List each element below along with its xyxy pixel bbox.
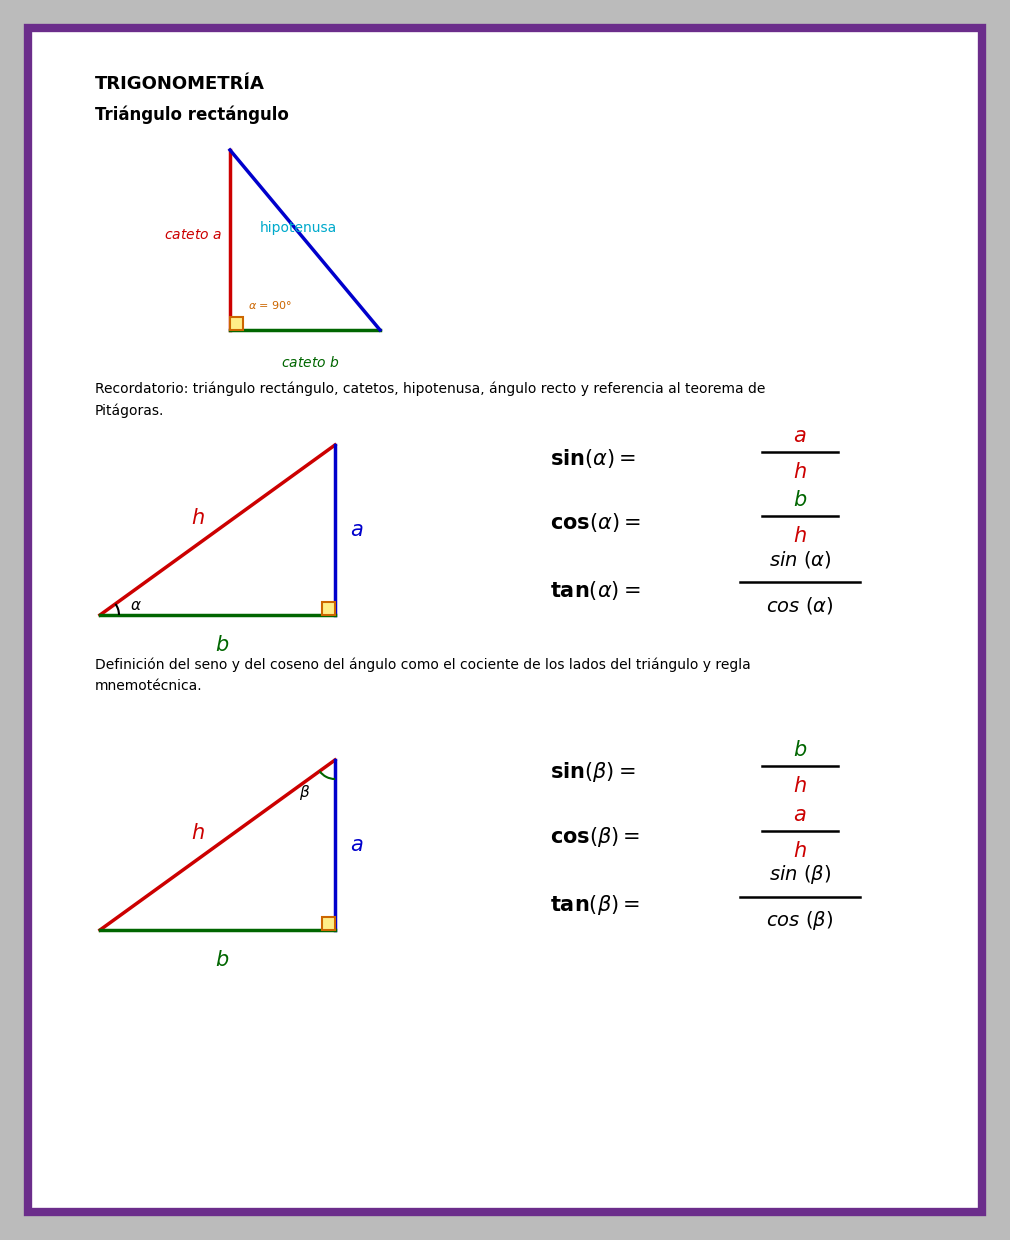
Text: TRIGONOMETRÍA: TRIGONOMETRÍA bbox=[95, 74, 265, 93]
Text: $\mathit{cos}\ (\beta)$: $\mathit{cos}\ (\beta)$ bbox=[767, 909, 833, 932]
Bar bbox=[322, 601, 335, 615]
Text: $b$: $b$ bbox=[793, 740, 807, 760]
Text: $\beta$: $\beta$ bbox=[299, 782, 311, 801]
Text: $\mathbf{sin}(\beta) =$: $\mathbf{sin}(\beta) =$ bbox=[550, 760, 635, 784]
Text: $h$: $h$ bbox=[793, 526, 807, 546]
Text: Triángulo rectángulo: Triángulo rectángulo bbox=[95, 105, 289, 124]
Text: Definición del seno y del coseno del ángulo como el cociente de los lados del tr: Definición del seno y del coseno del áng… bbox=[95, 658, 750, 693]
Text: $h$: $h$ bbox=[793, 841, 807, 861]
Text: $\alpha$ = 90°: $\alpha$ = 90° bbox=[248, 299, 292, 311]
Text: $a$: $a$ bbox=[793, 427, 807, 446]
Text: $a$: $a$ bbox=[350, 835, 364, 856]
Text: $a$: $a$ bbox=[350, 520, 364, 539]
Text: $\mathbf{sin}(\alpha) =$: $\mathbf{sin}(\alpha) =$ bbox=[550, 446, 636, 470]
Bar bbox=[322, 918, 335, 930]
Text: $\mathit{sin}\ (\beta)$: $\mathit{sin}\ (\beta)$ bbox=[769, 863, 831, 887]
Text: hipotenusa: hipotenusa bbox=[260, 221, 337, 236]
Text: $b$: $b$ bbox=[215, 635, 229, 655]
Text: $\mathbf{cos}(\alpha) =$: $\mathbf{cos}(\alpha) =$ bbox=[550, 511, 640, 533]
Text: $h$: $h$ bbox=[191, 508, 204, 528]
Text: $b$: $b$ bbox=[215, 950, 229, 970]
Text: $h$: $h$ bbox=[793, 463, 807, 482]
Text: $b$: $b$ bbox=[793, 490, 807, 510]
Text: $a$: $a$ bbox=[793, 805, 807, 825]
Bar bbox=[230, 317, 243, 330]
Text: $\mathit{cos}\ (\alpha)$: $\mathit{cos}\ (\alpha)$ bbox=[767, 595, 834, 616]
Text: $\mathit{sin}\ (\alpha)$: $\mathit{sin}\ (\alpha)$ bbox=[769, 549, 831, 570]
Text: $\mathbf{cos}(\beta) =$: $\mathbf{cos}(\beta) =$ bbox=[550, 825, 640, 849]
Text: $\alpha$: $\alpha$ bbox=[130, 598, 141, 613]
Text: cateto $a$: cateto $a$ bbox=[164, 228, 222, 242]
Text: $\mathbf{tan}(\alpha) =$: $\mathbf{tan}(\alpha) =$ bbox=[550, 579, 640, 601]
Text: $h$: $h$ bbox=[191, 823, 204, 843]
Text: $\mathbf{tan}(\beta) =$: $\mathbf{tan}(\beta) =$ bbox=[550, 893, 640, 918]
Text: cateto $b$: cateto $b$ bbox=[281, 355, 339, 370]
Text: $h$: $h$ bbox=[793, 776, 807, 796]
Text: Recordatorio: triángulo rectángulo, catetos, hipotenusa, ángulo recto y referenc: Recordatorio: triángulo rectángulo, cate… bbox=[95, 382, 766, 418]
